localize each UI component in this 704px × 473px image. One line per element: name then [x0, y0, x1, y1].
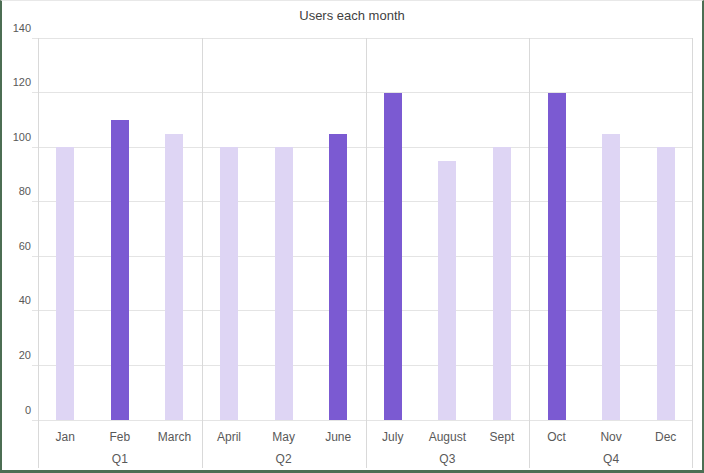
y-axis-tick-label: 140	[2, 22, 31, 33]
gridline	[32, 201, 693, 202]
gridline	[32, 92, 693, 93]
month-label-feb: Feb	[110, 431, 131, 443]
bar-june	[329, 134, 347, 421]
plot-right-border	[692, 38, 693, 468]
bar-jan	[56, 147, 74, 420]
month-label-july: July	[382, 431, 403, 443]
bar-july	[384, 93, 402, 420]
y-axis-tick-label: 0	[2, 404, 31, 415]
month-label-nov: Nov	[600, 431, 621, 443]
x-axis-labels: Jan Feb March April May June July August Sept Oct…	[38, 420, 693, 468]
bar-march	[165, 134, 183, 421]
bar-may	[275, 147, 293, 420]
quarter-label-q1: Q1	[112, 453, 128, 465]
month-label-august: August	[429, 431, 466, 443]
bar-april	[220, 147, 238, 420]
gridline	[32, 38, 693, 39]
bar-feb	[111, 120, 129, 420]
gridline	[32, 365, 693, 366]
quarter-label-q3: Q3	[439, 453, 455, 465]
y-axis: 020406080100120140	[2, 38, 31, 420]
gridline	[32, 147, 693, 148]
bar-august	[438, 161, 456, 420]
y-axis-tick-label: 40	[2, 295, 31, 306]
month-label-march: March	[158, 431, 191, 443]
y-axis-tick-label: 20	[2, 349, 31, 360]
month-label-oct: Oct	[547, 431, 566, 443]
chart-frame: Users each month 0 20 40 60 80 100 120 140 Jan F…	[0, 0, 704, 473]
quarter-label-q2: Q2	[276, 453, 292, 465]
y-axis-tick-label: 60	[2, 240, 31, 251]
bar-oct	[548, 93, 566, 420]
quarter-separator	[366, 38, 367, 468]
month-label-dec: Dec	[655, 431, 676, 443]
month-label-jan: Jan	[56, 431, 75, 443]
bar-dec	[657, 147, 675, 420]
plot-area	[38, 38, 693, 420]
month-label-sept: Sept	[490, 431, 515, 443]
y-axis-line	[38, 38, 39, 468]
gridline	[32, 310, 693, 311]
bar-sept	[493, 147, 511, 420]
chart-title: Users each month	[2, 8, 702, 23]
y-axis-tick-label: 100	[2, 131, 31, 142]
bar-nov	[602, 134, 620, 421]
month-label-june: June	[325, 431, 351, 443]
y-axis-tick-label: 80	[2, 186, 31, 197]
quarter-separator	[529, 38, 530, 468]
month-label-april: April	[217, 431, 241, 443]
quarter-separator	[202, 38, 203, 468]
y-axis-tick-label: 120	[2, 77, 31, 88]
quarter-label-q4: Q4	[603, 453, 619, 465]
month-label-may: May	[272, 431, 295, 443]
gridline	[32, 256, 693, 257]
